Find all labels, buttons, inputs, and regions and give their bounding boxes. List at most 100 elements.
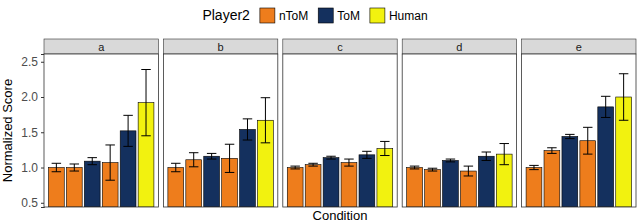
bar — [66, 168, 82, 207]
legend-label: Human — [389, 9, 428, 23]
bar — [425, 170, 441, 207]
error-bar — [583, 127, 592, 154]
y-tick: 1.5 — [21, 126, 44, 140]
bar — [544, 151, 560, 207]
error-bar — [52, 163, 61, 171]
bar — [305, 165, 321, 207]
bar — [287, 168, 303, 207]
bar — [204, 156, 220, 207]
bar — [359, 155, 375, 207]
panel-frame — [163, 54, 277, 207]
bar — [526, 168, 542, 207]
error-bar — [70, 164, 79, 171]
panel: d — [402, 39, 516, 207]
panel: b — [163, 39, 277, 207]
error-bar — [482, 152, 491, 160]
bar — [598, 107, 614, 207]
y-tick-label: 0.5 — [21, 196, 38, 210]
error-bar — [565, 134, 574, 138]
error-bar — [410, 166, 419, 169]
strip — [283, 39, 397, 54]
y-tick: 1.0 — [21, 161, 44, 175]
error-bar — [547, 148, 556, 154]
y-tick-mark — [41, 132, 44, 133]
marks — [287, 141, 392, 207]
error-bar — [529, 165, 538, 169]
error-bar — [601, 96, 610, 117]
strip-label: a — [98, 41, 105, 53]
bar — [240, 129, 256, 207]
chart: Player2 nToM ToM Human 0.5 1.0 1.5 2.0 2.5 Normal… — [0, 0, 640, 223]
bar — [48, 168, 64, 207]
error-bar — [88, 158, 97, 165]
x-axis-title: Condition — [313, 208, 368, 223]
bar — [562, 136, 578, 207]
strip — [163, 39, 277, 54]
y-tick: 2.0 — [21, 90, 44, 104]
legend-key — [260, 8, 275, 23]
bar — [84, 161, 100, 207]
error-bar — [189, 153, 198, 167]
legend-title: Player2 — [202, 7, 250, 23]
strip — [44, 39, 158, 54]
panel-background — [163, 54, 277, 207]
bar — [168, 168, 184, 207]
y-tick-mark — [41, 168, 44, 169]
bar — [323, 158, 339, 207]
panel-background — [402, 54, 516, 207]
legend-label: ToM — [337, 9, 360, 23]
panel: c — [283, 39, 397, 207]
error-bar — [344, 159, 353, 166]
bar — [377, 148, 393, 207]
y-tick-mark — [41, 203, 44, 204]
error-bar — [362, 151, 371, 158]
bar — [407, 168, 423, 207]
panel-background — [44, 54, 158, 207]
panel-frame — [402, 54, 516, 207]
y-axis: 0.5 1.0 1.5 2.0 2.5 — [21, 55, 44, 211]
marks — [526, 74, 631, 207]
marks — [168, 98, 273, 207]
bar — [443, 160, 459, 207]
strip — [402, 39, 516, 54]
panel-background — [522, 54, 636, 207]
y-tick-label: 2.5 — [21, 55, 38, 69]
y-tick: 2.5 — [21, 55, 44, 69]
panel-frame — [283, 54, 397, 207]
panel-background — [283, 54, 397, 207]
error-bar — [243, 119, 252, 140]
panel-frame — [522, 54, 636, 207]
strip — [522, 39, 636, 54]
strip-label: e — [576, 41, 582, 53]
y-tick-label: 2.0 — [21, 90, 38, 104]
y-tick: 0.5 — [21, 196, 44, 210]
error-bar — [446, 159, 455, 162]
error-bar — [308, 163, 317, 166]
error-bar — [619, 74, 628, 121]
error-bar — [380, 141, 389, 155]
y-tick-label: 1.5 — [21, 126, 38, 140]
y-axis-title: Normalized Score — [0, 79, 15, 182]
error-bar — [105, 145, 114, 180]
legend-item: nToM — [260, 8, 308, 23]
error-bar — [499, 144, 508, 165]
legend-key — [318, 8, 333, 23]
y-tick-label: 1.0 — [21, 161, 38, 175]
panel-frame — [44, 54, 158, 207]
error-bar — [141, 70, 150, 136]
strip-label: d — [456, 41, 462, 53]
error-bar — [225, 144, 234, 172]
legend-label: nToM — [279, 9, 308, 23]
bar — [341, 163, 357, 207]
error-bar — [464, 166, 473, 176]
error-bar — [290, 166, 299, 169]
strip-label: b — [218, 41, 224, 53]
error-bar — [261, 98, 270, 143]
legend: Player2 nToM ToM Human — [202, 7, 427, 23]
error-bar — [207, 153, 216, 159]
marks — [48, 70, 153, 207]
legend-key — [370, 8, 385, 23]
panel: a — [44, 39, 158, 207]
error-bar — [326, 156, 335, 159]
legend-item: ToM — [318, 8, 360, 23]
